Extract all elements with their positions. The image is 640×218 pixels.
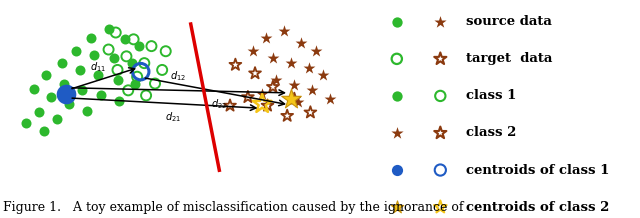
- Point: [392, 168, 402, 172]
- Point: [46, 95, 56, 99]
- Point: [435, 94, 445, 98]
- Point: [104, 27, 114, 31]
- Text: Figure 1.   A toy example of misclassification caused by the ignorance of: Figure 1. A toy example of misclassifica…: [3, 201, 464, 214]
- Point: [268, 56, 278, 60]
- Point: [296, 41, 307, 44]
- Point: [93, 73, 103, 77]
- Point: [392, 57, 402, 61]
- Text: centroids of class 2: centroids of class 2: [466, 201, 609, 214]
- Point: [129, 37, 139, 41]
- Point: [268, 85, 278, 89]
- Point: [257, 92, 268, 95]
- Point: [75, 68, 85, 72]
- Point: [104, 48, 114, 51]
- Point: [278, 29, 289, 32]
- Point: [435, 131, 445, 135]
- Point: [120, 37, 130, 41]
- Point: [285, 97, 296, 100]
- Point: [132, 75, 142, 78]
- Point: [59, 82, 69, 85]
- Point: [141, 94, 151, 97]
- Text: class 1: class 1: [466, 89, 516, 102]
- Point: [150, 82, 160, 85]
- Point: [303, 66, 314, 70]
- Point: [34, 111, 44, 114]
- Point: [89, 53, 99, 56]
- Point: [52, 118, 62, 121]
- Point: [123, 89, 133, 92]
- Text: $d_{11}$: $d_{11}$: [90, 60, 106, 74]
- Point: [157, 68, 167, 72]
- Point: [307, 89, 317, 92]
- Point: [271, 78, 282, 82]
- Point: [21, 121, 31, 124]
- Point: [71, 49, 81, 53]
- Point: [305, 111, 316, 114]
- Point: [262, 104, 273, 107]
- Point: [289, 83, 300, 87]
- Point: [435, 205, 445, 209]
- Point: [41, 73, 51, 77]
- Text: class 2: class 2: [466, 126, 516, 140]
- Text: target  data: target data: [466, 52, 552, 65]
- Point: [225, 104, 235, 107]
- Point: [131, 82, 141, 85]
- Text: centroids of class 1: centroids of class 1: [466, 164, 609, 177]
- Point: [39, 129, 49, 133]
- Point: [77, 89, 87, 92]
- Text: $d_{22}$: $d_{22}$: [211, 97, 227, 111]
- Point: [392, 131, 402, 135]
- Point: [113, 68, 123, 72]
- Point: [292, 100, 303, 104]
- Point: [109, 56, 119, 60]
- Point: [282, 114, 292, 118]
- Point: [392, 94, 402, 98]
- Point: [435, 20, 445, 24]
- Point: [325, 97, 335, 100]
- Point: [435, 168, 445, 172]
- Point: [435, 57, 445, 61]
- Point: [61, 92, 71, 95]
- Point: [127, 61, 137, 65]
- Point: [113, 78, 123, 82]
- Point: [230, 63, 241, 66]
- Point: [392, 205, 402, 209]
- Point: [260, 36, 271, 39]
- Point: [289, 97, 300, 100]
- Point: [248, 49, 259, 53]
- Text: source data: source data: [466, 15, 552, 28]
- Point: [318, 73, 328, 77]
- Point: [257, 102, 268, 106]
- Point: [57, 61, 67, 65]
- Point: [136, 70, 146, 73]
- Point: [285, 61, 296, 65]
- Point: [114, 99, 124, 102]
- Point: [64, 102, 74, 106]
- Point: [96, 94, 106, 97]
- Text: $d_{12}$: $d_{12}$: [170, 69, 186, 83]
- Point: [147, 44, 157, 48]
- Point: [250, 72, 260, 75]
- Point: [122, 54, 132, 58]
- Point: [392, 20, 402, 24]
- Point: [134, 44, 144, 48]
- Point: [82, 109, 92, 112]
- Point: [139, 61, 149, 65]
- Text: $d_{21}$: $d_{21}$: [165, 110, 181, 124]
- Point: [28, 87, 38, 90]
- Point: [243, 95, 253, 99]
- Point: [111, 31, 121, 34]
- Point: [310, 49, 321, 53]
- Point: [161, 49, 171, 53]
- Point: [86, 36, 96, 39]
